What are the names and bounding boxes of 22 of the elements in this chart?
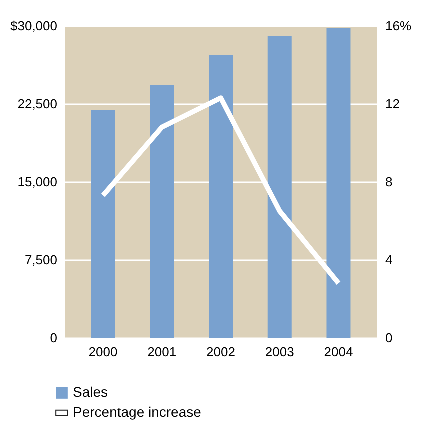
y-tick-label: 22,500 (18, 96, 58, 112)
y-tick-label: 0 (50, 330, 58, 346)
bar (150, 85, 174, 338)
x-tick-label: 2002 (206, 344, 236, 360)
x-tick-label: 2004 (324, 344, 354, 360)
y2-tick-label: 12 (386, 96, 400, 112)
bar (91, 110, 116, 338)
x-tick-label: 2000 (88, 344, 118, 360)
legend-label: Percentage increase (73, 404, 202, 420)
bar (209, 55, 233, 338)
bar (268, 36, 292, 338)
x-tick-label: 2001 (148, 344, 177, 360)
legend-label: Sales (73, 384, 108, 400)
y2-tick-label: 16% (386, 18, 412, 34)
bar (326, 28, 351, 338)
y-tick-label: 15,000 (18, 174, 58, 190)
y-tick-label: $30,000 (10, 18, 58, 34)
y-tick-label: 7,500 (24, 252, 58, 268)
y2-tick-label: 0 (386, 330, 393, 346)
y2-tick-label: 8 (386, 174, 393, 190)
y2-tick-label: 4 (386, 252, 393, 268)
x-tick-label: 2003 (265, 344, 294, 360)
